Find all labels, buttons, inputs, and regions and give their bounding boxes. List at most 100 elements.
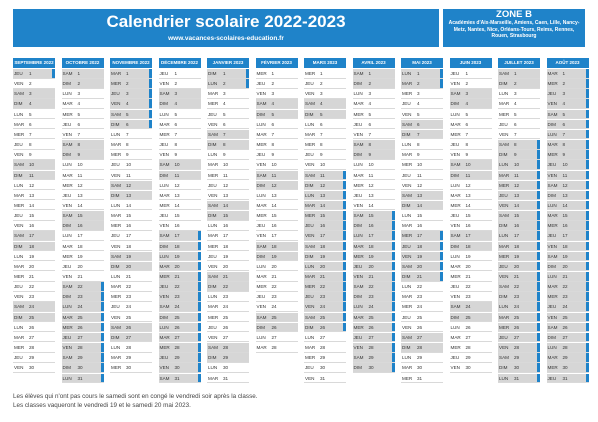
day-number: 11 (223, 172, 228, 178)
day-number: 27 (126, 334, 132, 340)
weekday-label: MAR (62, 314, 73, 320)
day-number: 27 (465, 334, 471, 340)
day-cell: MER 31 (401, 374, 443, 383)
day-cell: MER 26 (498, 322, 540, 333)
day-number: 14 (465, 202, 471, 208)
day-cell: DIM 23 (61, 292, 104, 302)
weekday-label: VEN (450, 152, 460, 158)
day-number: 23 (223, 294, 229, 300)
weekday-label: SAM (159, 162, 170, 168)
weekday-label: LUN (159, 182, 169, 188)
day-number: 26 (465, 324, 471, 330)
day-number: 28 (417, 345, 423, 351)
day-number: 16 (320, 223, 326, 229)
day-cell: LUN 31 (498, 373, 540, 383)
day-number: 4 (514, 101, 517, 107)
weekday-label: VEN (547, 101, 557, 107)
weekday-label: DIM (159, 314, 168, 320)
weekday-label: MAR (208, 162, 219, 168)
weekday-label: MAR (208, 304, 219, 310)
weekday-label: SAM (62, 355, 73, 361)
day-number: 10 (417, 162, 423, 168)
day-cell: LUN 5 (449, 110, 492, 120)
month-header: DÉCEMBRE 2022 (158, 58, 201, 68)
day-cell: SAM 3 (449, 89, 492, 99)
day-cell: JEU 8 (13, 140, 55, 150)
weekday-label: VEN (305, 375, 315, 381)
weekday-label: DIM (547, 263, 556, 269)
weekday-label: DIM (402, 345, 411, 351)
weekday-label: JEU (14, 355, 23, 361)
month-column: OCTOBRE 2022 SAM 1 DIM 2 LUN 3 MAR 4 MER 5 JEU 6 VEN 7… (61, 58, 104, 383)
day-cell: DIM 16 (352, 221, 395, 231)
day-cell: JEU 22 (158, 282, 201, 292)
day-number: 17 (174, 233, 180, 239)
weekday-label: MER (547, 365, 558, 371)
day-number: 21 (465, 274, 471, 279)
day-cell: DIM 11 (158, 170, 201, 180)
website-link[interactable]: www.vacances-scolaires-education.fr (168, 35, 284, 42)
day-cell: JEU 17 (546, 231, 589, 241)
day-number: 14 (174, 202, 180, 208)
weekday-label: MER (450, 131, 461, 137)
day-number: 4 (320, 101, 323, 107)
month-header: JUILLET 2023 (498, 58, 540, 68)
weekday-label: JEU (402, 172, 411, 178)
weekday-label: JEU (402, 314, 411, 320)
zone-title: ZONE B (496, 9, 532, 20)
day-cell: VEN 11 (110, 171, 152, 180)
day-cell: DIM 16 (61, 221, 104, 231)
day-number: 26 (562, 324, 568, 330)
day-cell: MAR 20 (13, 262, 55, 272)
weekday-label: JEU (208, 253, 217, 259)
weekday-label: VEN (547, 172, 557, 178)
weekday-label: SAM (111, 111, 121, 117)
month-column: NOVEMBRE 2022 MAR 1 MER 2 JEU 3 VEN 4 SAM 5 DIM 6 LUN… (110, 58, 152, 373)
day-cell: DIM 19 (304, 251, 346, 262)
day-number: 24 (223, 304, 229, 310)
day-number: 20 (320, 263, 326, 269)
day-number: 12 (514, 182, 520, 188)
day-number: 7 (465, 131, 469, 137)
weekday-label: SAM (256, 314, 267, 320)
weekday-label: JEU (450, 213, 460, 219)
day-number: 8 (368, 142, 372, 148)
day-number: 26 (368, 324, 374, 330)
day-number: 30 (320, 365, 326, 371)
day-cell: DIM 25 (13, 312, 55, 323)
weekday-label: JEU (111, 233, 120, 239)
day-cell: LUN 28 (110, 343, 152, 353)
day-cell: MER 7 (13, 130, 55, 140)
day-cell: MAR 20 (449, 262, 492, 272)
day-number: 6 (368, 121, 372, 127)
day-number: 15 (271, 213, 277, 219)
day-number: 9 (223, 152, 226, 158)
day-number: 18 (77, 243, 83, 249)
weekday-label: VEN (159, 365, 169, 371)
day-number: 24 (271, 304, 277, 310)
weekday-label: JEU (353, 121, 363, 127)
weekday-label: JEU (547, 162, 557, 168)
day-cell: VEN 21 (498, 272, 540, 282)
weekday-label: LUN (450, 253, 460, 259)
day-cell: JEU 29 (449, 353, 492, 363)
day-cell: SAM 11 (255, 170, 298, 180)
weekday-label: MAR (14, 121, 25, 127)
weekday-label: MER (305, 142, 316, 148)
day-number: 4 (174, 101, 178, 107)
weekday-label: SAM (159, 304, 170, 310)
day-number: 15 (223, 213, 229, 219)
weekday-label: MAR (499, 101, 510, 107)
weekday-label: SAM (353, 213, 364, 219)
weekday-label: LUN (208, 365, 218, 371)
day-cell: JEU 25 (401, 313, 443, 323)
day-cell: MER 12 (352, 181, 395, 191)
day-cell: SAM 10 (449, 160, 492, 170)
day-number: 5 (29, 111, 32, 117)
day-number: 22 (417, 284, 423, 290)
day-cell: MAR 20 (158, 261, 201, 272)
day-cell: MAR 8 (110, 140, 152, 150)
day-number: 14 (126, 202, 132, 208)
footer-note-may: Les classes vaqueront le vendredi 19 et … (13, 402, 191, 409)
weekday-label: LUN (256, 121, 266, 127)
